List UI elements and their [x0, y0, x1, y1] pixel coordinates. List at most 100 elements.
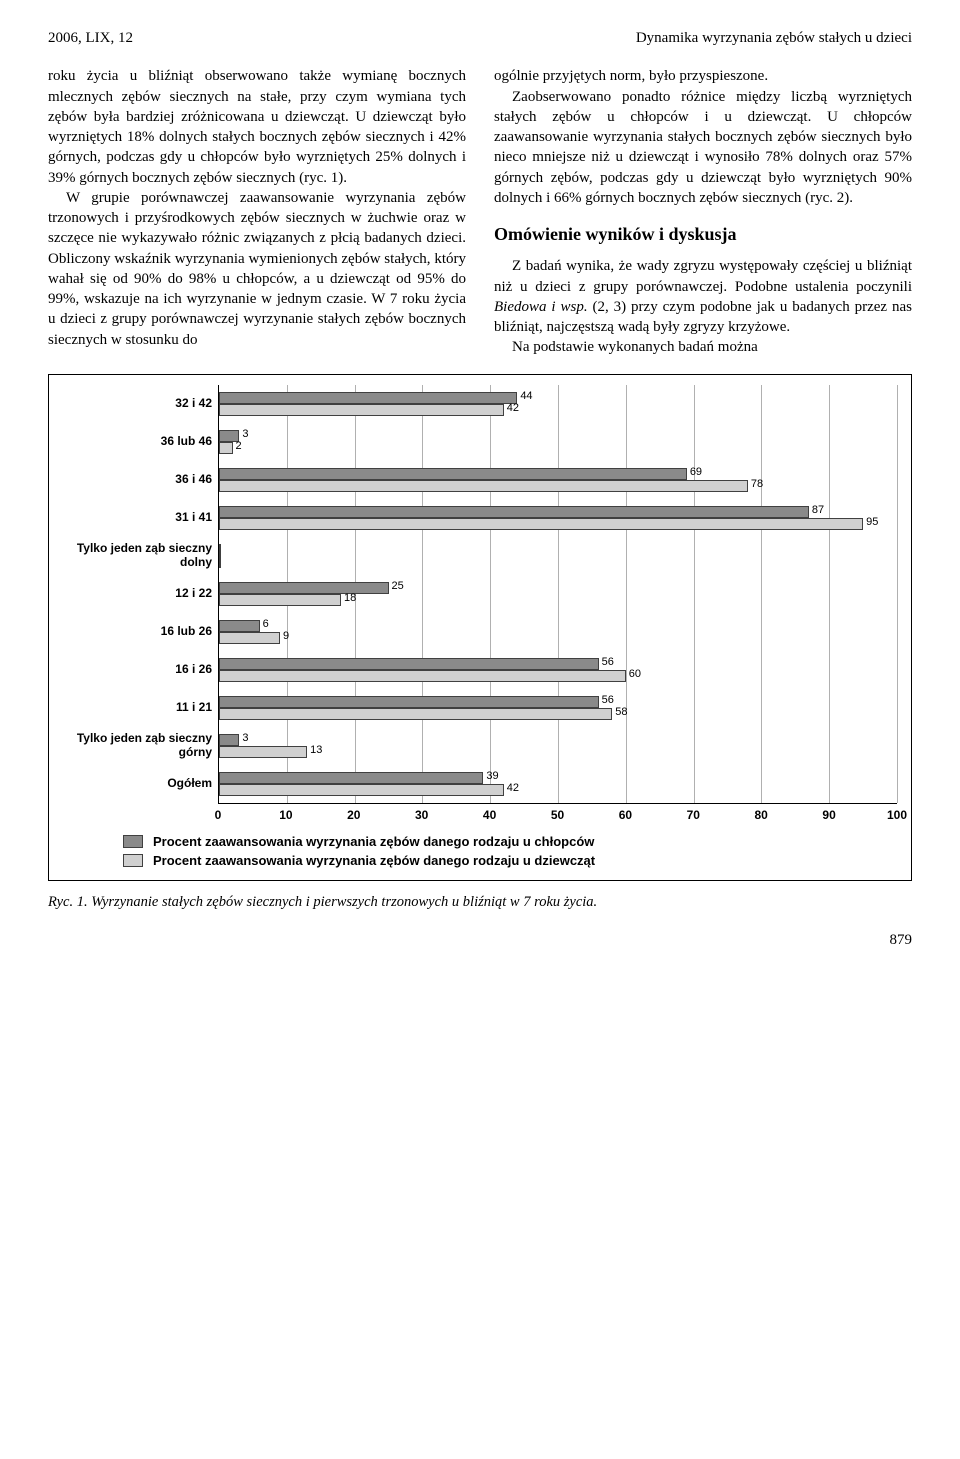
chart-grid: 44423269788795251869566056583133942: [218, 385, 897, 803]
chart-bar-value: 44: [520, 389, 532, 404]
chart-bar-row: [219, 537, 897, 575]
chart-bar: [219, 620, 260, 632]
chart-bar-value: 56: [602, 655, 614, 670]
chart-category-label: 32 i 42: [63, 385, 218, 423]
section-heading: Omówienie wyników i dyskusja: [494, 222, 912, 246]
para: roku życia u bliźniąt obserwowano także …: [48, 66, 466, 188]
figure-caption: Ryc. 1. Wyrzynanie stałych zębów sieczny…: [48, 893, 912, 913]
chart-bar-value: 42: [507, 401, 519, 416]
chart-bar: [219, 544, 221, 556]
chart-plot-area: 32 i 4236 lub 4636 i 4631 i 41Tylko jede…: [63, 385, 897, 803]
chart-category-label: 36 i 46: [63, 461, 218, 499]
chart-bar-value: 9: [283, 629, 289, 644]
right-column: ogólnie przyjętych norm, było przyspiesz…: [494, 66, 912, 357]
chart-x-tick: 70: [687, 807, 700, 823]
chart-bar: [219, 582, 389, 594]
chart-bar-value: 78: [751, 477, 763, 492]
header-right: Dynamika wyrzynania zębów stałych u dzie…: [636, 28, 912, 48]
chart-grid-inner: 44423269788795251869566056583133942: [219, 385, 897, 803]
chart-gridline: [897, 385, 898, 803]
chart-bar-value: 42: [507, 781, 519, 796]
chart-bar-value: 6: [263, 617, 269, 632]
text-run: Z badań wynika, że wady zgryzu występowa…: [494, 258, 912, 294]
chart-x-tick: 0: [215, 807, 222, 823]
legend-row-boys: Procent zaawansowania wyrzynania zębów d…: [123, 833, 897, 851]
chart-legend: Procent zaawansowania wyrzynania zębów d…: [123, 833, 897, 870]
chart-category-label: Tylko jeden ząb sieczny górny: [63, 727, 218, 765]
chart-bar: [219, 518, 863, 530]
chart-bar: [219, 556, 221, 568]
chart-bar-row: 5658: [219, 689, 897, 727]
chart-bar: [219, 746, 307, 758]
chart-y-labels: 32 i 4236 lub 4636 i 4631 i 41Tylko jede…: [63, 385, 218, 803]
chart-bar-value: 87: [812, 503, 824, 518]
chart-bar-value: 58: [615, 705, 627, 720]
chart-category-label: 36 lub 46: [63, 423, 218, 461]
chart-bar: [219, 632, 280, 644]
chart-bar-row: 69: [219, 613, 897, 651]
chart-bar: [219, 468, 687, 480]
chart-bar-row: 32: [219, 423, 897, 461]
chart-bar-value: 3: [242, 731, 248, 746]
para: ogólnie przyjętych norm, było przyspiesz…: [494, 66, 912, 86]
chart-bar-value: 39: [486, 769, 498, 784]
legend-label-girls: Procent zaawansowania wyrzynania zębów d…: [153, 852, 595, 870]
chart-bar-row: 25 18: [219, 575, 897, 613]
chart-category-label: Ogółem: [63, 765, 218, 803]
chart-bar-value: 3: [242, 427, 248, 442]
chart-x-tick: 90: [822, 807, 835, 823]
chart-category-label: 31 i 41: [63, 499, 218, 537]
chart-category-label: 12 i 22: [63, 575, 218, 613]
legend-label-boys: Procent zaawansowania wyrzynania zębów d…: [153, 833, 594, 851]
chart-bar-value: 18: [344, 591, 356, 606]
legend-row-girls: Procent zaawansowania wyrzynania zębów d…: [123, 852, 897, 870]
chart-bar-value: 60: [629, 667, 641, 682]
chart-bar: [219, 658, 599, 670]
chart-bar-row: 3 13: [219, 727, 897, 765]
para: W grupie porównawczej zaawansowanie wyrz…: [48, 188, 466, 350]
chart-bar-row: 69 78: [219, 461, 897, 499]
chart-bar: [219, 670, 626, 682]
chart-x-axis: 0102030405060708090100: [218, 803, 897, 825]
chart-bar-value: 69: [690, 465, 702, 480]
chart-x-tick: 80: [755, 807, 768, 823]
chart-bar: [219, 772, 483, 784]
chart-x-tick: 30: [415, 807, 428, 823]
para: Z badań wynika, że wady zgryzu występowa…: [494, 256, 912, 337]
chart-bar: [219, 404, 504, 416]
page-number: 879: [48, 930, 912, 950]
chart-bar: [219, 784, 504, 796]
chart-bar-row: 39 42: [219, 765, 897, 803]
chart-x-tick: 20: [347, 807, 360, 823]
chart-category-label: 16 i 26: [63, 651, 218, 689]
chart-bar-value: 56: [602, 693, 614, 708]
para: Na podstawie wykonanych badań można: [494, 337, 912, 357]
chart-bar: [219, 594, 341, 606]
chart-x-tick: 40: [483, 807, 496, 823]
chart-bar: [219, 734, 239, 746]
chart-category-label: 11 i 21: [63, 689, 218, 727]
chart-bar-row: 56 60: [219, 651, 897, 689]
chart-bar: [219, 696, 599, 708]
author-cite: Biedowa i wsp.: [494, 299, 588, 315]
chart-bar-value: 95: [866, 515, 878, 530]
legend-swatch-boys: [123, 835, 143, 848]
legend-swatch-girls: [123, 854, 143, 867]
left-column: roku życia u bliźniąt obserwowano także …: [48, 66, 466, 357]
chart-bar-value: 13: [310, 743, 322, 758]
header-left: 2006, LIX, 12: [48, 28, 133, 48]
chart-bar-value: 25: [392, 579, 404, 594]
running-header: 2006, LIX, 12 Dynamika wyrzynania zębów …: [48, 28, 912, 48]
chart-x-tick: 50: [551, 807, 564, 823]
chart-bar: [219, 708, 612, 720]
chart-bar: [219, 506, 809, 518]
body-columns: roku życia u bliźniąt obserwowano także …: [48, 66, 912, 357]
figure-1-chart: 32 i 4236 lub 4636 i 4631 i 41Tylko jede…: [48, 374, 912, 881]
chart-category-label: 16 lub 26: [63, 613, 218, 651]
chart-category-label: Tylko jeden ząb sieczny dolny: [63, 537, 218, 575]
chart-bar-row: 4442: [219, 385, 897, 423]
chart-bar: [219, 442, 233, 454]
chart-x-tick: 100: [887, 807, 907, 823]
chart-bar-row: 87 95: [219, 499, 897, 537]
para: Zaobserwowano ponadto różnice między lic…: [494, 87, 912, 209]
